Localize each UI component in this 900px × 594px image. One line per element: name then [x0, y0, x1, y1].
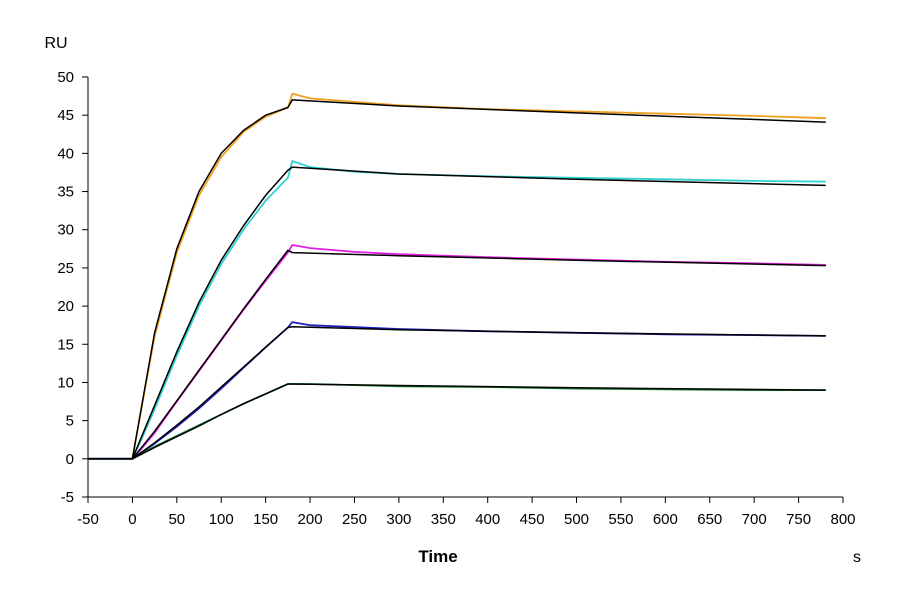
data-curves — [87, 92, 827, 460]
fit-curve-5 — [87, 383, 826, 460]
x-tick-label: -50 — [77, 511, 99, 528]
y-tick-label: 25 — [57, 260, 74, 277]
y-tick-label: 50 — [57, 69, 74, 86]
x-tick-label: 600 — [653, 511, 678, 528]
y-tick-label: 30 — [57, 222, 74, 239]
y-tick-label: 15 — [57, 336, 74, 353]
x-tick-label: 550 — [608, 511, 633, 528]
y-tick-label: 35 — [57, 184, 74, 201]
fit-curve-4 — [87, 325, 826, 460]
x-tick-label: 750 — [786, 511, 811, 528]
x-tick-label: 650 — [697, 511, 722, 528]
data-curve-5 — [87, 383, 827, 460]
x-tick-label: 200 — [298, 511, 323, 528]
x-tick-label: 50 — [168, 511, 185, 528]
x-unit-label: s — [853, 549, 861, 566]
fit-curve-2 — [87, 166, 826, 460]
x-tick-label: 150 — [253, 511, 278, 528]
x-axis-title: Time — [418, 547, 457, 566]
x-tick-label: 250 — [342, 511, 367, 528]
x-tick-label: 350 — [431, 511, 456, 528]
y-tick-label: 10 — [57, 374, 74, 391]
y-tick-label: 45 — [57, 107, 74, 124]
x-tick-label: 300 — [386, 511, 411, 528]
data-curve-3 — [87, 244, 827, 460]
y-tick-label: 0 — [66, 451, 74, 468]
data-curve-2 — [87, 160, 827, 460]
x-tick-label: 0 — [128, 511, 136, 528]
fit-curves — [87, 99, 826, 460]
fit-curve-3 — [87, 249, 826, 460]
x-tick-label: 800 — [830, 511, 855, 528]
x-tick-label: 400 — [475, 511, 500, 528]
data-curve-1 — [87, 92, 827, 460]
x-tick-label: 500 — [564, 511, 589, 528]
x-tick-label: 100 — [209, 511, 234, 528]
fit-curve-1 — [87, 99, 826, 460]
y-tick-label: 20 — [57, 298, 74, 315]
y-tick-label: 40 — [57, 145, 74, 162]
x-tick-label: 700 — [742, 511, 767, 528]
y-tick-label: -5 — [61, 489, 74, 506]
y-axis-label: RU — [44, 35, 67, 52]
y-tick-label: 5 — [66, 413, 74, 430]
x-tick-label: 450 — [520, 511, 545, 528]
